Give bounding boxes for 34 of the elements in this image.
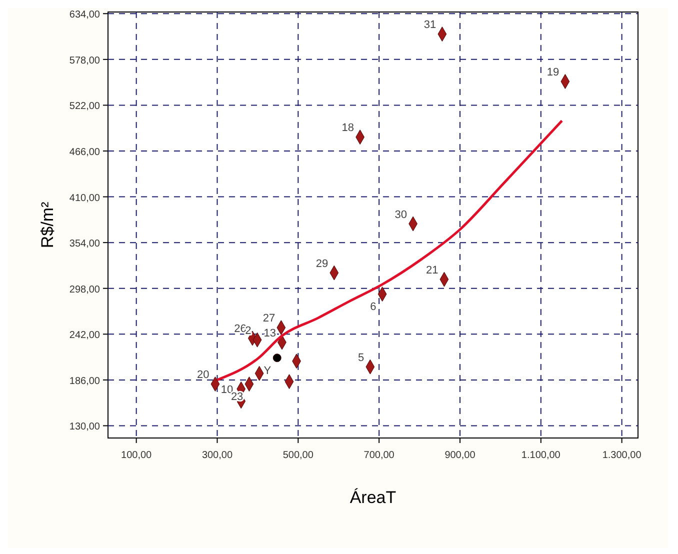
y-tick-label: 466,00 xyxy=(69,147,100,158)
annotation: Y xyxy=(264,364,272,377)
y-tick-label: 354,00 xyxy=(69,238,100,250)
annotation: 21 xyxy=(426,264,438,276)
x-tick-label: 700,00 xyxy=(364,450,395,461)
y-tick-label: 578,00 xyxy=(69,55,100,66)
annotation: 31 xyxy=(424,19,436,32)
x-axis-title: ÁreaT xyxy=(350,488,396,507)
y-tick-label: 634,00 xyxy=(69,10,100,21)
point xyxy=(272,354,282,362)
annotation: 2 xyxy=(245,324,252,337)
x-tick-label: 900,00 xyxy=(444,450,476,461)
x-tick-label: 300,00 xyxy=(202,450,233,461)
y-tick-label: 186,00 xyxy=(69,376,100,387)
x-tick-label: 1.100,00 xyxy=(521,450,561,461)
y-tick-label: 130,00 xyxy=(69,422,100,433)
y-axis-title: R$/m² xyxy=(38,202,57,248)
annotation: 27 xyxy=(262,312,276,325)
annotation: 6 xyxy=(370,301,376,314)
y-tick-label: 410,00 xyxy=(69,192,100,204)
annotation: 5 xyxy=(358,352,364,364)
annotation: 20 xyxy=(196,369,210,382)
y-tick-label: 242,00 xyxy=(69,330,100,342)
annotation: 19 xyxy=(546,66,560,78)
x-tick-label: 500,00 xyxy=(282,450,314,461)
annotation: 30 xyxy=(394,208,408,221)
annotation: 29 xyxy=(316,258,328,270)
y-tick-label: 522,00 xyxy=(69,101,100,112)
x-tick-label: 100,00 xyxy=(121,450,152,461)
annotation: 10 xyxy=(220,384,234,396)
y-tick-label: 298,00 xyxy=(69,284,100,296)
x-tick-label: 1.300,00 xyxy=(602,450,642,461)
annotation: 18 xyxy=(342,122,354,134)
annotation: 13 xyxy=(264,327,276,340)
